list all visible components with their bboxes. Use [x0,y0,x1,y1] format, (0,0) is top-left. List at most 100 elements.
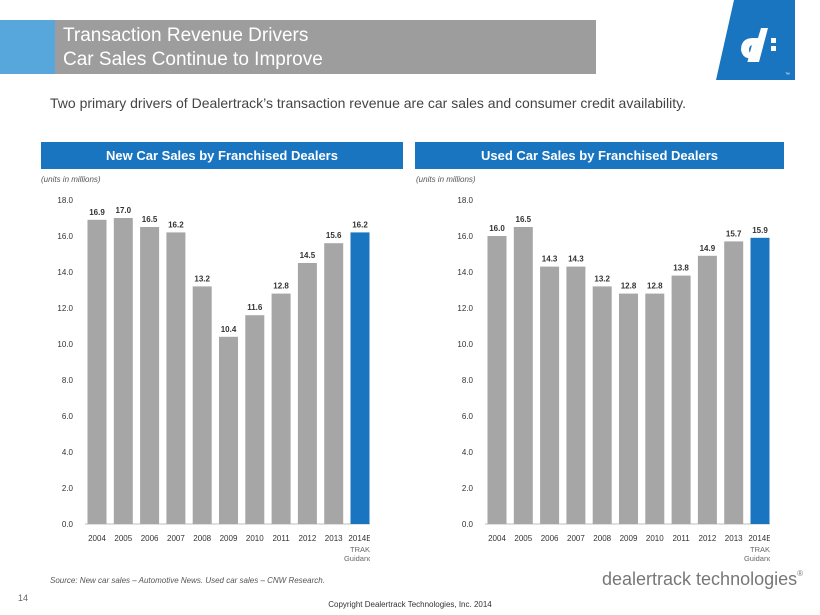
new-car-bar [140,227,160,524]
new-car-category-label: 2013 [325,534,343,543]
new-car-category-label: 2011 [272,534,290,543]
new-car-guidance-note: TRAK [350,545,370,554]
used-car-value-label: 14.3 [542,255,558,264]
title-accent-block [0,20,55,74]
used-car-bar [592,286,612,524]
copyright-text: Copyright Dealertrack Technologies, Inc.… [328,600,492,609]
used-car-units-label: (units in millions) [416,175,476,184]
page-number: 14 [18,593,29,603]
new-car-category-label: 2005 [114,534,132,543]
brand-wordmark: dealertrack technologies® [602,569,803,590]
used-car-bar [697,255,717,525]
used-car-value-label: 13.2 [594,274,610,283]
new-car-guidance-note: Guidance [344,554,370,563]
new-car-category-label: 2009 [220,534,238,543]
used-car-ytick-label: 8.0 [462,376,474,385]
used-car-bar [724,241,744,524]
used-car-ytick-label: 16.0 [457,232,473,241]
new-car-bar [113,218,133,524]
used-car-bar [487,236,507,524]
new-car-bar [297,263,317,524]
new-car-ytick-label: 6.0 [62,412,74,421]
new-car-ytick-label: 2.0 [62,484,74,493]
dealertrack-logo: ™ [716,0,795,80]
new-car-bar [350,232,370,524]
new-car-value-label: 10.4 [221,325,237,334]
title-background [55,20,596,74]
new-car-value-label: 16.2 [168,220,184,229]
used-car-value-label: 16.0 [489,224,505,233]
new-car-value-label: 14.5 [300,251,316,260]
new-car-category-label: 2010 [246,534,264,543]
used-car-value-label: 14.9 [700,244,716,253]
used-car-category-label: 2007 [567,534,585,543]
new-car-ytick-label: 12.0 [57,304,73,313]
new-car-ytick-label: 14.0 [57,268,73,277]
new-car-value-label: 16.2 [352,220,368,229]
source-note: Source: New car sales – Automotive News.… [50,576,325,585]
intro-text: Two primary drivers of Dealertrack’s tra… [50,95,686,111]
used-car-category-label: 2004 [488,534,506,543]
new-car-bar [271,293,291,524]
new-car-value-label: 13.2 [194,274,210,283]
used-car-category-label: 2012 [699,534,717,543]
new-car-value-label: 12.8 [273,282,289,291]
used-car-category-label: 2008 [593,534,611,543]
new-car-bar [324,243,344,524]
new-car-ytick-label: 8.0 [62,376,74,385]
used-car-value-label: 12.8 [647,282,663,291]
new-car-bar [192,286,212,524]
used-car-category-label: 2006 [541,534,559,543]
new-car-ytick-label: 4.0 [62,448,74,457]
used-car-value-label: 16.5 [516,215,532,224]
used-car-value-label: 15.9 [752,226,768,235]
used-car-category-label: 2014E [748,534,770,543]
used-car-bar [540,266,560,524]
used-car-ytick-label: 18.0 [457,196,473,205]
new-car-ytick-label: 16.0 [57,232,73,241]
used-car-ytick-label: 12.0 [457,304,473,313]
used-car-guidance-note: Guidance [744,554,770,563]
brand-text: dealertrack technologies [602,569,798,589]
used-car-ytick-label: 10.0 [457,340,473,349]
used-car-bar [671,275,691,524]
used-car-bar [750,237,770,525]
new-car-bar [87,219,107,525]
new-car-category-label: 2007 [167,534,185,543]
used-car-chart-header: Used Car Sales by Franchised Dealers [415,142,784,169]
used-car-sales-chart: 0.0 2.0 4.0 6.0 8.0 10.0 12.0 14.0 16.0 18.0 16.0 2… [457,196,770,563]
new-car-value-label: 15.6 [326,231,342,240]
new-car-category-label: 2004 [88,534,106,543]
slide-title: Transaction Revenue Drivers [63,25,309,46]
new-car-value-label: 11.6 [247,303,263,312]
new-car-value-label: 17.0 [116,206,132,215]
brand-registered-mark: ® [797,569,804,578]
new-car-units-label: (units in millions) [41,175,101,184]
used-car-value-label: 15.7 [726,229,742,238]
new-car-category-label: 2008 [193,534,211,543]
used-car-guidance-note: TRAK [750,545,770,554]
new-car-sales-chart: 0.0 2.0 4.0 6.0 8.0 10.0 12.0 14.0 16.0 18.0 16.9 2… [57,196,370,563]
new-car-bar [219,336,238,524]
used-car-category-label: 2005 [514,534,532,543]
title-bar: Transaction Revenue Drivers Car Sales Co… [0,20,596,74]
new-car-value-label: 16.9 [89,208,105,217]
used-car-ytick-label: 4.0 [462,448,474,457]
new-car-value-label: 16.5 [142,215,158,224]
svg-text:™: ™ [785,72,790,78]
used-car-bar [566,266,586,524]
new-car-chart-header: New Car Sales by Franchised Dealers [41,142,403,169]
new-car-ytick-label: 10.0 [57,340,73,349]
used-car-category-label: 2010 [646,534,664,543]
used-car-ytick-label: 0.0 [462,520,474,529]
used-car-category-label: 2013 [725,534,743,543]
used-car-bar [645,293,665,524]
new-car-category-label: 2006 [141,534,159,543]
used-car-ytick-label: 14.0 [457,268,473,277]
new-car-category-label: 2014E [348,534,370,543]
used-car-value-label: 14.3 [568,255,584,264]
new-car-bar [245,315,265,524]
used-car-category-label: 2011 [672,534,690,543]
used-car-ytick-label: 2.0 [462,484,474,493]
new-car-category-label: 2012 [299,534,317,543]
